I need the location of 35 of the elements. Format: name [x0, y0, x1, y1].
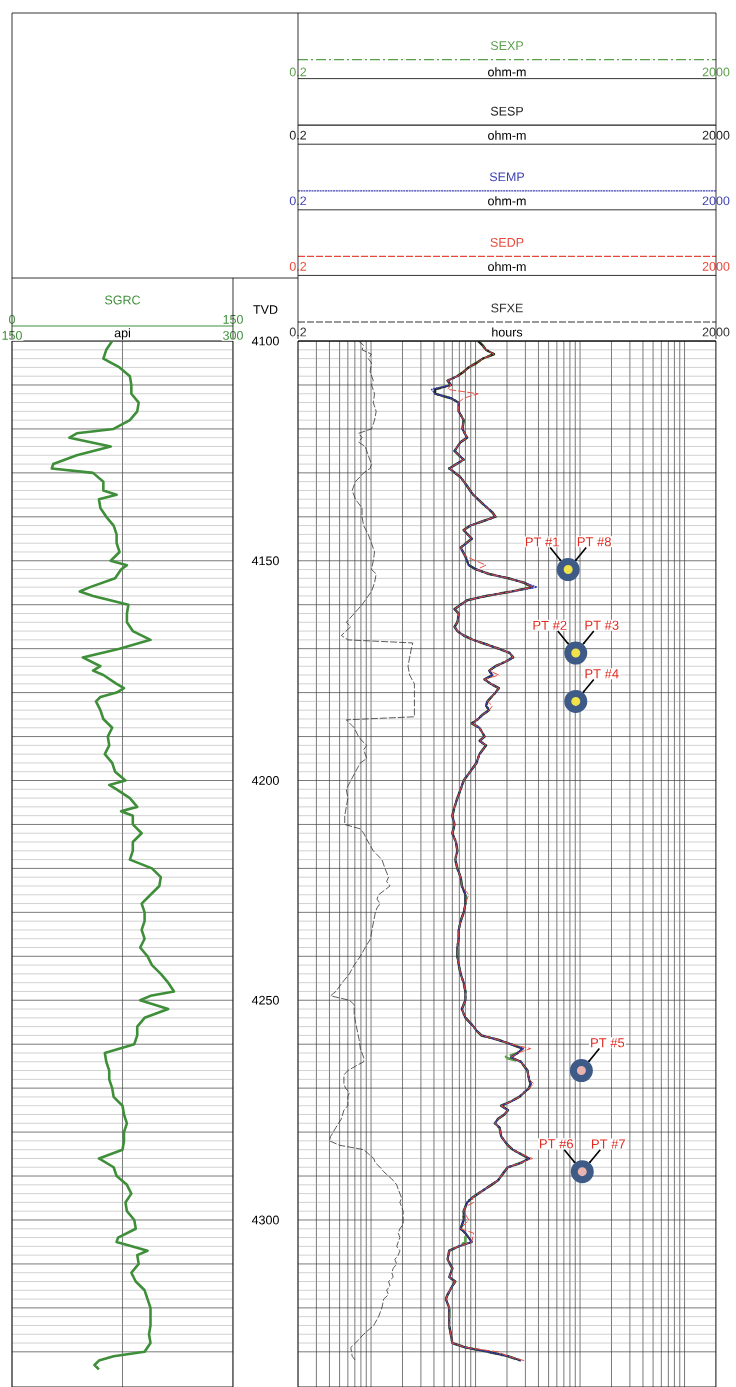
y-tick-label: 4250	[251, 995, 279, 1005]
annotation: PT #8	[577, 537, 611, 547]
x-axis-title: ohm-m	[488, 67, 526, 77]
annotation: PT #3	[585, 620, 619, 630]
text: 0.2	[289, 196, 307, 206]
text: SEMP	[489, 172, 525, 182]
annotation: PT #2	[533, 620, 567, 630]
text: SFXE	[491, 303, 523, 313]
text: hours	[492, 327, 523, 337]
annotation: PT #6	[539, 1139, 574, 1149]
text: SEXP	[490, 41, 524, 51]
text: SESP	[490, 106, 524, 116]
annotation: PT #4	[585, 669, 619, 679]
text: 0.2	[289, 262, 307, 271]
text: 0.2	[289, 130, 307, 140]
text: 2000	[702, 262, 730, 271]
text: ohm-m	[488, 261, 526, 272]
annotation: PT #1	[525, 537, 559, 547]
text: 2000	[702, 130, 730, 140]
y-axis-title: TVD	[253, 305, 278, 314]
text: ohm-m	[488, 196, 526, 206]
line-series	[50, 341, 176, 1371]
x-tick-label: 0	[9, 314, 15, 324]
text: SGRC	[105, 295, 141, 305]
y-tick-label: 4150	[251, 556, 279, 566]
x2-axis-title: api	[114, 328, 130, 340]
text: 2000	[702, 196, 730, 206]
y-tick-label: 4300	[251, 1215, 279, 1225]
y-tick-label: 4200	[251, 776, 279, 785]
x2-tick-label: 300	[223, 330, 243, 340]
text: SEDP	[490, 238, 524, 247]
text: ohm-m	[488, 130, 526, 140]
annotation: PT #7	[591, 1139, 625, 1149]
y-tick-label: 4100	[251, 336, 279, 346]
annotation: PT #5	[591, 1038, 625, 1048]
